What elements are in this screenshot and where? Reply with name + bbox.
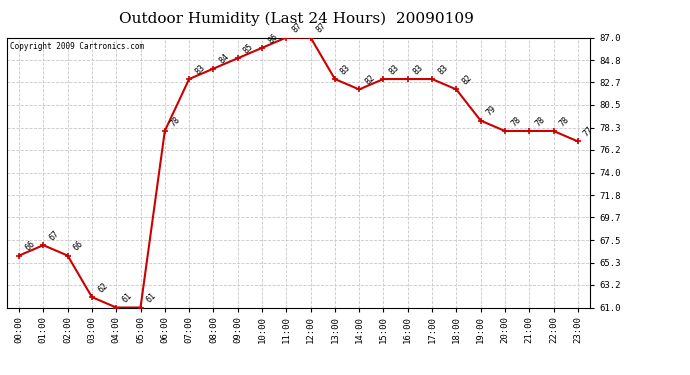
Text: 78: 78	[169, 115, 182, 128]
Text: 83: 83	[339, 63, 353, 76]
Text: 66: 66	[23, 239, 37, 253]
Text: 82: 82	[364, 73, 377, 87]
Text: 83: 83	[193, 63, 207, 76]
Text: 78: 78	[509, 115, 522, 128]
Text: 78: 78	[558, 115, 571, 128]
Text: Copyright 2009 Cartronics.com: Copyright 2009 Cartronics.com	[10, 42, 144, 51]
Text: Outdoor Humidity (Last 24 Hours)  20090109: Outdoor Humidity (Last 24 Hours) 2009010…	[119, 11, 474, 26]
Text: 82: 82	[460, 73, 474, 87]
Text: 79: 79	[485, 104, 498, 118]
Text: 83: 83	[412, 63, 425, 76]
Text: 85: 85	[242, 42, 255, 56]
Text: 83: 83	[388, 63, 401, 76]
Text: 77: 77	[582, 125, 595, 139]
Text: 78: 78	[533, 115, 546, 128]
Text: 66: 66	[72, 239, 86, 253]
Text: 87: 87	[315, 21, 328, 35]
Text: 86: 86	[266, 32, 279, 45]
Text: 62: 62	[96, 281, 110, 294]
Text: 84: 84	[217, 53, 231, 66]
Text: 67: 67	[48, 229, 61, 242]
Text: 61: 61	[145, 291, 158, 305]
Text: 87: 87	[290, 21, 304, 35]
Text: 61: 61	[120, 291, 134, 305]
Text: 83: 83	[436, 63, 450, 76]
